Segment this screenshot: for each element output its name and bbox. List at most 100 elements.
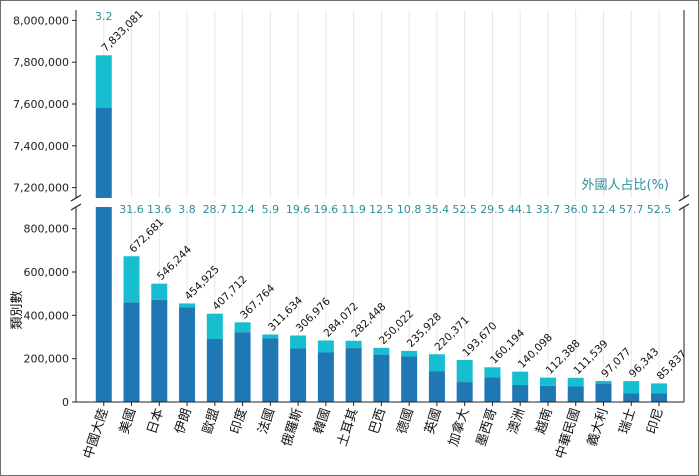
foreign-pct-label: 31.6	[119, 203, 144, 216]
y-tick-label: 7,800,000	[13, 56, 69, 69]
foreign-pct-label: 35.4	[425, 203, 450, 216]
category-label: 巴西	[367, 407, 389, 436]
category-label: 伊朗	[173, 407, 195, 436]
category-label: 中國大陸	[80, 406, 111, 460]
foreign-pct-label: 52.5	[452, 203, 477, 216]
category-label: 歐盟	[200, 407, 222, 436]
foreign-pct-label: 29.5	[480, 203, 505, 216]
bar-domestic-segment	[234, 332, 251, 402]
foreign-pct-label: 33.7	[536, 203, 561, 216]
axis-break-mark	[70, 203, 82, 211]
bar-domestic-segment	[623, 393, 640, 402]
bar-domestic-segment	[95, 107, 112, 198]
foreign-pct-label: 19.6	[314, 203, 339, 216]
bar-domestic-segment	[345, 348, 362, 402]
bar-foreign-segment	[539, 377, 556, 386]
bar-foreign-segment	[151, 283, 168, 300]
bar-domestic-segment	[539, 385, 556, 402]
foreign-pct-label: 28.7	[203, 203, 228, 216]
total-value-label: 454,925	[183, 263, 222, 302]
category-label: 俄羅斯	[280, 407, 306, 449]
foreign-pct-label: 57.7	[619, 203, 644, 216]
category-label: 義大利	[584, 406, 611, 448]
category-label: 瑞士	[617, 407, 639, 436]
category-label: 加拿大	[445, 406, 472, 448]
bar-domestic-segment	[206, 339, 223, 402]
axes	[70, 10, 690, 406]
bar-foreign-segment	[95, 55, 112, 108]
bar-domestic-segment	[512, 385, 529, 402]
category-label: 土耳其	[335, 407, 361, 449]
axis-break-mark	[678, 194, 690, 202]
bar-foreign-segment	[567, 377, 584, 387]
foreign-pct-label: 5.9	[262, 203, 280, 216]
foreign-pct-label: 10.8	[397, 203, 422, 216]
category-label: 德國	[395, 407, 417, 436]
foreign-pct-label: 3.2	[95, 10, 113, 23]
y-axis-label: 類別數	[10, 290, 25, 329]
foreign-pct-label: 52.5	[647, 203, 672, 216]
bar-domestic-segment	[151, 299, 168, 402]
bar-foreign-segment	[317, 340, 334, 353]
category-label: 日本	[145, 407, 167, 436]
category-label: 澳洲	[505, 406, 528, 436]
bar-foreign-segment	[234, 322, 251, 333]
foreign-pct-label: 19.6	[286, 203, 311, 216]
bar-domestic-segment	[262, 338, 279, 402]
bar-foreign-segment	[623, 381, 640, 394]
bar-foreign-segment	[345, 340, 362, 349]
bar-domestic-segment	[95, 207, 112, 402]
category-label: 法國	[256, 407, 278, 436]
y-tick-label: 7,200,000	[13, 182, 69, 195]
y-tick-label: 800,000	[24, 223, 70, 236]
category-label: 印度	[227, 406, 250, 436]
category-label: 中華民國	[553, 407, 583, 461]
bar-foreign-segment	[206, 313, 223, 340]
bar-domestic-segment	[373, 354, 390, 402]
bar-foreign-segment	[595, 380, 612, 384]
category-label: 韓國	[311, 407, 333, 436]
bar-domestic-segment	[651, 393, 668, 402]
foreign-pct-label: 13.6	[147, 203, 172, 216]
bars	[95, 55, 668, 402]
bar-domestic-segment	[123, 302, 140, 402]
foreign-pct-label: 11.9	[341, 203, 366, 216]
y-tick-label: 7,400,000	[13, 140, 69, 153]
bar-domestic-segment	[317, 352, 334, 402]
bar-domestic-segment	[290, 348, 307, 402]
upper-grid	[103, 10, 660, 198]
y-tick-label: 200,000	[24, 353, 70, 366]
bar-domestic-segment	[428, 371, 445, 402]
y-tick-label: 0	[62, 396, 69, 409]
bar-domestic-segment	[567, 386, 584, 402]
total-value-label: 546,244	[155, 243, 194, 282]
total-value-label: 672,681	[127, 216, 166, 255]
bar-domestic-segment	[484, 377, 501, 402]
foreign-pct-label: 36.0	[563, 203, 588, 216]
bar-foreign-segment	[290, 335, 307, 349]
foreign-pct-label: 3.8	[178, 203, 196, 216]
y-tick-label: 600,000	[24, 266, 70, 279]
y-tick-label: 8,000,000	[13, 14, 69, 27]
bar-domestic-segment	[456, 382, 473, 402]
category-label: 英國	[422, 407, 444, 436]
axis-break-mark	[70, 194, 82, 202]
foreign-share-legend-label: 外國人占比(%)	[582, 178, 670, 193]
y-tick-label: 400,000	[24, 309, 70, 322]
bar-foreign-segment	[484, 367, 501, 378]
bar-foreign-segment	[651, 383, 668, 394]
axis-break-mark	[678, 203, 690, 211]
category-label: 美國	[117, 407, 139, 436]
foreign-pct-label: 12.4	[230, 203, 255, 216]
bar-foreign-segment	[123, 256, 140, 303]
total-value-label: 367,764	[238, 282, 277, 321]
foreign-pct-label: 12.5	[369, 203, 394, 216]
y-tick-label: 7,600,000	[13, 98, 69, 111]
bar-domestic-segment	[401, 356, 418, 402]
bar-foreign-segment	[512, 371, 529, 386]
foreign-pct-label: 12.4	[591, 203, 616, 216]
bar-domestic-segment	[179, 307, 196, 402]
category-label: 墨西哥	[474, 407, 500, 449]
category-label: 越南	[533, 406, 556, 436]
